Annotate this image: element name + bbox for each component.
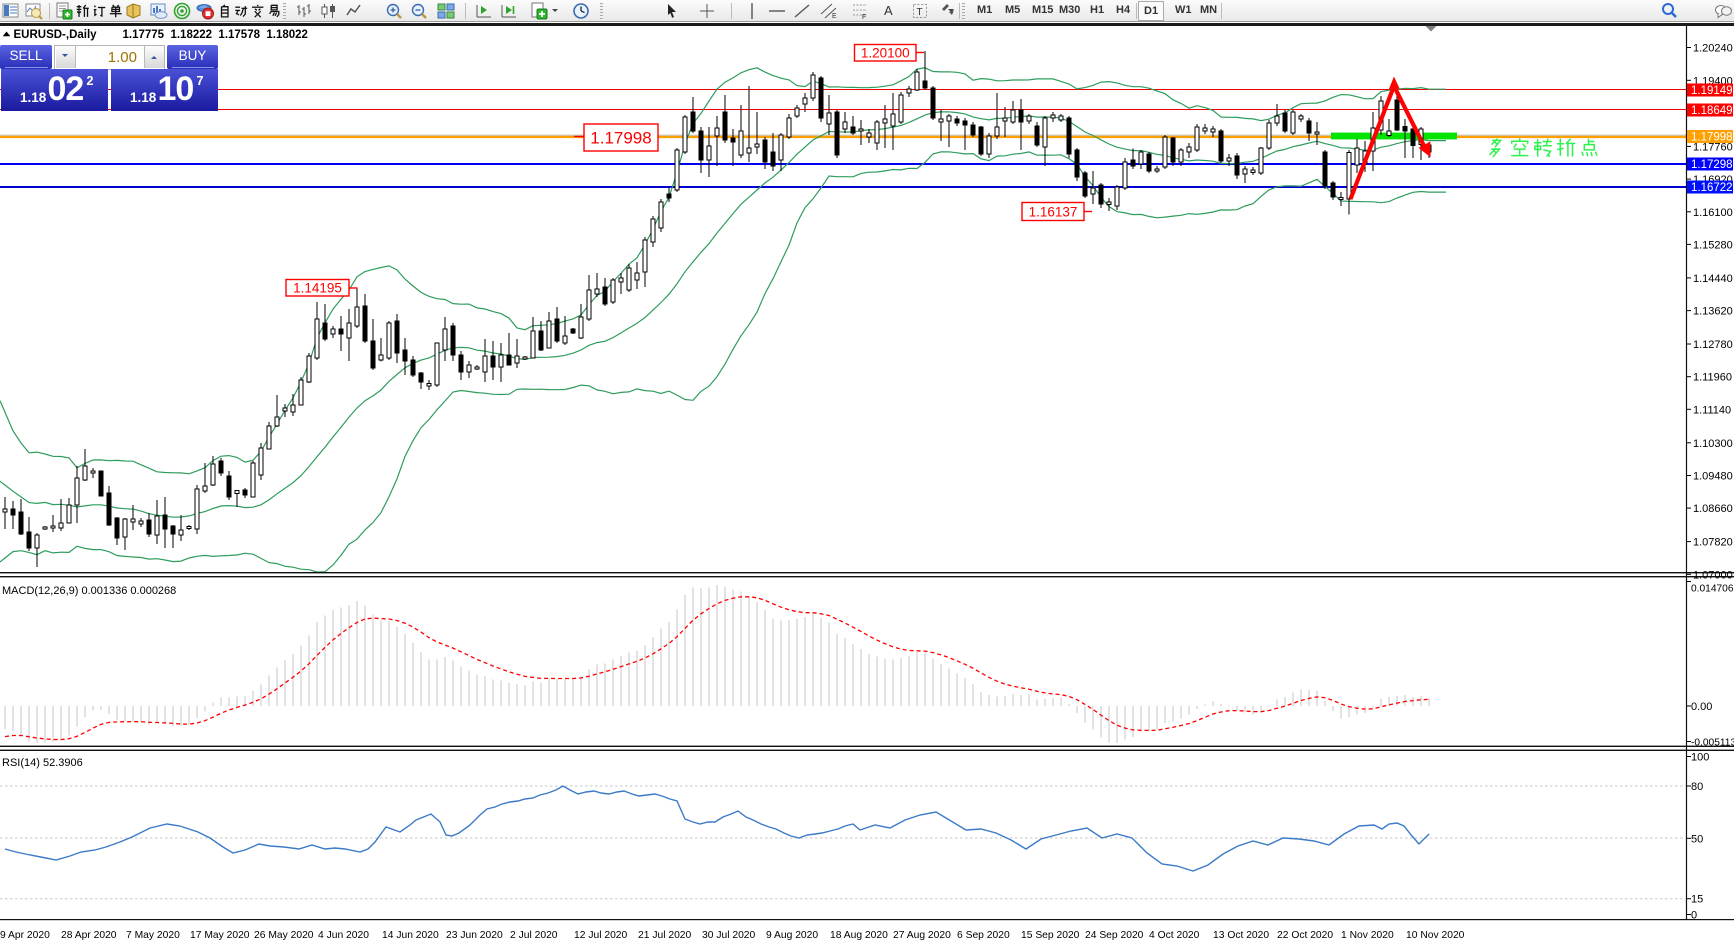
svg-text:24 Sep 2020: 24 Sep 2020 — [1085, 930, 1144, 941]
svg-text:7 May 2020: 7 May 2020 — [126, 930, 180, 941]
svg-text:30 Jul 2020: 30 Jul 2020 — [702, 930, 756, 941]
svg-text:1 Nov 2020: 1 Nov 2020 — [1341, 930, 1394, 941]
svg-text:80: 80 — [1691, 781, 1703, 793]
svg-text:1.16722: 1.16722 — [1691, 182, 1733, 194]
svg-text:1.16137: 1.16137 — [1029, 204, 1078, 219]
svg-text:1.19149: 1.19149 — [1691, 85, 1733, 97]
svg-text:1.20240: 1.20240 — [1693, 43, 1733, 55]
svg-text:4 Jun 2020: 4 Jun 2020 — [318, 930, 369, 941]
svg-text:1.07000: 1.07000 — [1693, 569, 1733, 581]
svg-text:1.17775 1.18222 1.17578 1.1: 1.17775 1.18222 1.17578 1.18022 — [123, 29, 308, 41]
svg-text:21 Jul 2020: 21 Jul 2020 — [638, 930, 692, 941]
svg-text:1.13620: 1.13620 — [1693, 306, 1733, 318]
svg-text:1.11960: 1.11960 — [1693, 372, 1732, 384]
svg-text:1.17298: 1.17298 — [1691, 159, 1733, 171]
svg-text:EURUSD-,Daily: EURUSD-,Daily — [14, 29, 98, 41]
svg-text:1.11140: 1.11140 — [1693, 404, 1731, 416]
svg-text:RSI(14) 52.3906: RSI(14) 52.3906 — [2, 757, 83, 769]
svg-text:1.16100: 1.16100 — [1693, 207, 1733, 219]
svg-text:E: E — [832, 13, 837, 20]
svg-text:1.12780: 1.12780 — [1693, 339, 1733, 351]
svg-text:10 Nov 2020: 10 Nov 2020 — [1406, 930, 1465, 941]
svg-text:22 Oct 2020: 22 Oct 2020 — [1277, 930, 1333, 941]
svg-text:0.00: 0.00 — [1691, 701, 1712, 713]
svg-text:23 Jun 2020: 23 Jun 2020 — [446, 930, 503, 941]
svg-text:9 Aug 2020: 9 Aug 2020 — [766, 930, 818, 941]
svg-text:13 Oct 2020: 13 Oct 2020 — [1213, 930, 1269, 941]
svg-text:1.14440: 1.14440 — [1693, 273, 1733, 285]
svg-text:12 Jul 2020: 12 Jul 2020 — [574, 930, 628, 941]
svg-text:1.17998: 1.17998 — [590, 129, 651, 148]
svg-text:1.20100: 1.20100 — [861, 46, 910, 61]
svg-text:18 Aug 2020: 18 Aug 2020 — [830, 930, 888, 941]
svg-text:0: 0 — [1691, 910, 1697, 922]
svg-text:0.014706: 0.014706 — [1691, 584, 1734, 595]
svg-text:1.14195: 1.14195 — [293, 281, 342, 296]
svg-text:2 Jul 2020: 2 Jul 2020 — [510, 930, 558, 941]
svg-text:1.17998: 1.17998 — [1691, 132, 1733, 144]
svg-text:MACD(12,26,9) 0.001336 0.00026: MACD(12,26,9) 0.001336 0.000268 — [2, 585, 176, 597]
svg-text:T: T — [917, 7, 923, 18]
svg-text:1.10300: 1.10300 — [1693, 438, 1733, 450]
svg-text:28 Apr 2020: 28 Apr 2020 — [61, 930, 117, 941]
svg-text:27 Aug 2020: 27 Aug 2020 — [893, 930, 951, 941]
svg-text:15: 15 — [1691, 894, 1703, 906]
svg-text:1.18649: 1.18649 — [1691, 105, 1733, 117]
svg-text:F: F — [862, 14, 866, 20]
svg-text:50: 50 — [1691, 833, 1703, 845]
svg-text:1.17760: 1.17760 — [1693, 141, 1733, 153]
svg-text:1.15280: 1.15280 — [1693, 239, 1733, 251]
svg-text:14 Jun 2020: 14 Jun 2020 — [382, 930, 439, 941]
svg-text:9 Apr 2020: 9 Apr 2020 — [0, 930, 50, 941]
svg-text:1.08660: 1.08660 — [1693, 503, 1733, 515]
svg-text:26 May 2020: 26 May 2020 — [254, 930, 314, 941]
svg-text:-0.005113: -0.005113 — [1691, 738, 1734, 749]
svg-text:4 Oct 2020: 4 Oct 2020 — [1149, 930, 1200, 941]
svg-text:15 Sep 2020: 15 Sep 2020 — [1021, 930, 1080, 941]
svg-text:17 May 2020: 17 May 2020 — [190, 930, 250, 941]
svg-text:1.09480: 1.09480 — [1693, 471, 1733, 483]
svg-text:100: 100 — [1691, 752, 1709, 764]
svg-text:1.07820: 1.07820 — [1693, 537, 1733, 549]
svg-text:6 Sep 2020: 6 Sep 2020 — [957, 930, 1010, 941]
